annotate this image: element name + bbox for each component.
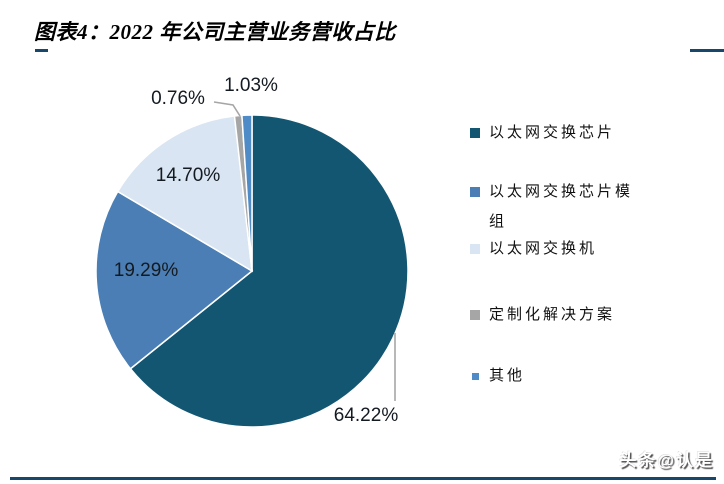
pie-slice-1 <box>129 114 409 428</box>
legend-label: 定制化解决方案 <box>489 306 616 323</box>
bottom-divider <box>10 477 716 480</box>
pie-data-label: 19.29% <box>113 260 179 281</box>
legend-swatch-icon <box>472 373 479 380</box>
legend-swatch-icon <box>470 128 480 138</box>
legend-swatch-icon <box>470 310 480 320</box>
legend-item: 以太网交换芯片 <box>470 118 615 148</box>
label-leader-line <box>213 101 241 117</box>
pie-slice-2 <box>95 190 254 370</box>
legend-label: 其他 <box>489 367 526 384</box>
legend-label: 以太网交换机 <box>489 240 598 257</box>
legend-swatch-icon <box>470 187 480 197</box>
legend-item: 其他 <box>470 361 525 391</box>
pie-data-label: 64.22% <box>333 405 399 426</box>
header-rule-left <box>35 49 48 52</box>
legend-swatch-icon <box>470 244 480 254</box>
pie-slice-3 <box>116 115 253 273</box>
legend-item: 以太网交换芯片模组 <box>470 177 641 237</box>
legend-label: 以太网交换芯片模组 <box>489 183 634 230</box>
pie-data-label: 14.70% <box>155 165 221 186</box>
header-rule-right <box>690 49 724 52</box>
pie-data-label: 1.03% <box>224 75 278 96</box>
pie-data-label: 0.76% <box>151 88 205 109</box>
watermark: 头条@认是 <box>619 451 714 470</box>
figure-title: 图表4：2022 年公司主营业务营收占比 <box>34 20 396 44</box>
pie-slice-5 <box>241 114 253 272</box>
legend-item: 定制化解决方案 <box>470 300 615 330</box>
legend-label: 以太网交换芯片 <box>489 124 616 141</box>
legend-item: 以太网交换机 <box>470 234 597 264</box>
